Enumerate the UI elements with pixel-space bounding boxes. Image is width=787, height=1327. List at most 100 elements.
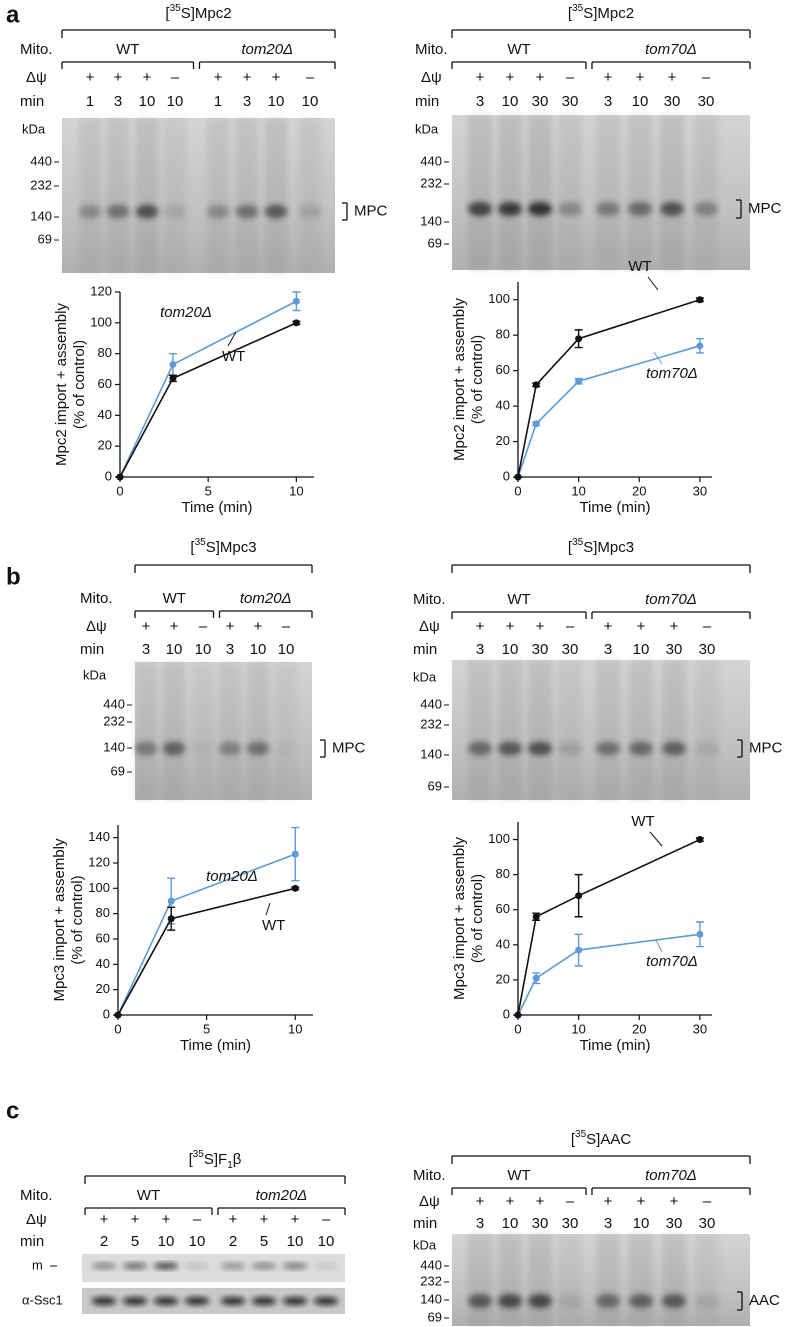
y-tick-label: 100 bbox=[488, 831, 510, 846]
title-part: 35 bbox=[572, 537, 584, 548]
psi-value: + bbox=[114, 69, 123, 86]
data-point bbox=[167, 897, 175, 905]
series-line bbox=[517, 298, 701, 478]
title-part: 35 bbox=[170, 3, 182, 14]
psi-value: + bbox=[214, 69, 223, 86]
gel-title: [35S]AAC bbox=[571, 1129, 631, 1148]
gel-band bbox=[558, 202, 582, 216]
psi-value: – bbox=[171, 69, 180, 86]
psi-value: + bbox=[604, 618, 613, 635]
title-part: S]Mpc2 bbox=[181, 5, 232, 22]
series-label: WT bbox=[631, 813, 654, 830]
gel-lane bbox=[528, 1234, 552, 1326]
series-label: tom20Δ bbox=[160, 304, 212, 321]
marker-label: 440 bbox=[103, 696, 125, 711]
psi-value: + bbox=[162, 1211, 171, 1228]
gel-band bbox=[662, 741, 686, 756]
x-tick-label: 10 bbox=[571, 1021, 585, 1036]
row-label: min bbox=[413, 641, 437, 658]
min-value: 30 bbox=[666, 1215, 683, 1232]
data-point bbox=[532, 381, 540, 389]
gel-title: [35S]Mpc3 bbox=[568, 537, 634, 556]
band-label: MPC bbox=[354, 202, 388, 219]
data-point bbox=[532, 974, 540, 982]
gel-lane bbox=[498, 660, 522, 800]
min-value: 30 bbox=[562, 1215, 579, 1232]
y-axis-label: (% of control) bbox=[469, 874, 486, 963]
gel-band bbox=[218, 741, 242, 756]
gel-band bbox=[629, 1294, 653, 1308]
label-leader bbox=[653, 351, 663, 365]
y-tick-label: 0 bbox=[503, 468, 510, 483]
psi-value: + bbox=[86, 69, 95, 86]
y-tick-label: 60 bbox=[96, 930, 110, 945]
gel-lane bbox=[468, 660, 492, 800]
data-point bbox=[575, 946, 583, 954]
y-tick-label: 60 bbox=[496, 362, 510, 377]
psi-value: + bbox=[243, 69, 252, 86]
min-value: 2 bbox=[229, 1233, 237, 1250]
data-point bbox=[696, 836, 704, 844]
row-label: Δψ bbox=[419, 618, 440, 635]
gel-lane bbox=[134, 662, 158, 800]
min-value: 10 bbox=[166, 641, 183, 658]
y-tick-label: 120 bbox=[90, 283, 112, 298]
strip-label: α-Ssc1 bbox=[22, 1292, 63, 1307]
x-axis-label: Time (min) bbox=[579, 1037, 650, 1054]
row-label: min bbox=[20, 93, 44, 110]
min-value: 2 bbox=[100, 1233, 108, 1250]
gel-lane bbox=[629, 660, 653, 800]
psi-value: + bbox=[536, 69, 545, 86]
gel-band bbox=[695, 1294, 719, 1308]
y-tick-label: 60 bbox=[98, 376, 112, 391]
data-point bbox=[292, 297, 300, 305]
row-label: Δψ bbox=[86, 618, 107, 635]
psi-value: + bbox=[226, 618, 235, 635]
row-label: Mito. bbox=[415, 41, 448, 58]
gel-lane bbox=[274, 662, 298, 800]
y-axis-label: Mpc2 import + assembly bbox=[451, 298, 468, 461]
min-value: 3 bbox=[226, 641, 234, 658]
y-tick-label: 60 bbox=[496, 901, 510, 916]
label-leader bbox=[265, 902, 271, 916]
min-value: 10 bbox=[287, 1233, 304, 1250]
title-part: S]AAC bbox=[586, 1131, 631, 1148]
psi-value: – bbox=[566, 1193, 575, 1210]
group-label: tom20Δ bbox=[256, 1187, 308, 1204]
y-tick-label: 80 bbox=[98, 345, 112, 360]
psi-value: + bbox=[100, 1211, 109, 1228]
gel-band bbox=[628, 202, 652, 216]
min-value: 10 bbox=[139, 93, 156, 110]
psi-value: + bbox=[476, 1193, 485, 1210]
series-label: WT bbox=[628, 258, 651, 275]
row-label: Δψ bbox=[26, 69, 47, 86]
psi-value: – bbox=[199, 618, 208, 635]
group-label: WT bbox=[507, 41, 530, 58]
gel-band bbox=[282, 1297, 308, 1305]
group-label: WT bbox=[116, 41, 139, 58]
y-axis-label: (% of control) bbox=[71, 340, 88, 429]
marker-label: 69 bbox=[428, 778, 442, 793]
min-value: 10 bbox=[278, 641, 295, 658]
psi-value: + bbox=[291, 1211, 300, 1228]
row-label: Mito. bbox=[20, 41, 53, 58]
y-axis-label: (% of control) bbox=[69, 875, 86, 964]
min-value: 5 bbox=[260, 1233, 268, 1250]
gel-band bbox=[468, 202, 492, 216]
psi-value: + bbox=[506, 618, 515, 635]
title-part: 1 bbox=[227, 1160, 233, 1171]
x-tick-label: 20 bbox=[632, 483, 646, 498]
title-part: [ bbox=[571, 1131, 576, 1148]
y-tick-label: 0 bbox=[105, 468, 112, 483]
psi-value: – bbox=[322, 1211, 331, 1228]
gel-band bbox=[184, 1297, 210, 1305]
gel-lane bbox=[246, 662, 270, 800]
row-label: min bbox=[80, 641, 104, 658]
y-tick-label: 40 bbox=[98, 407, 112, 422]
gel-band bbox=[91, 1263, 117, 1269]
gel-band bbox=[660, 202, 684, 216]
x-tick-label: 20 bbox=[632, 1021, 646, 1036]
min-value: 30 bbox=[666, 641, 683, 658]
row-label: Mito. bbox=[413, 1167, 446, 1184]
min-value: 3 bbox=[114, 93, 122, 110]
